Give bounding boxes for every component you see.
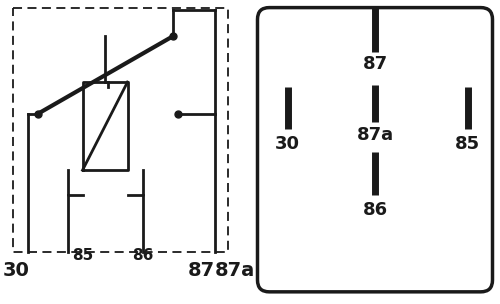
Text: 87a: 87a xyxy=(356,126,394,144)
Text: 30: 30 xyxy=(2,261,30,280)
Text: 87a: 87a xyxy=(215,261,256,280)
FancyBboxPatch shape xyxy=(258,8,492,292)
Text: 30: 30 xyxy=(275,135,300,153)
Text: 85: 85 xyxy=(455,135,480,153)
Text: 86: 86 xyxy=(362,201,388,219)
Text: 86: 86 xyxy=(132,248,154,263)
Text: 85: 85 xyxy=(72,248,94,263)
Text: 87: 87 xyxy=(188,261,214,280)
Text: 87: 87 xyxy=(362,55,388,73)
